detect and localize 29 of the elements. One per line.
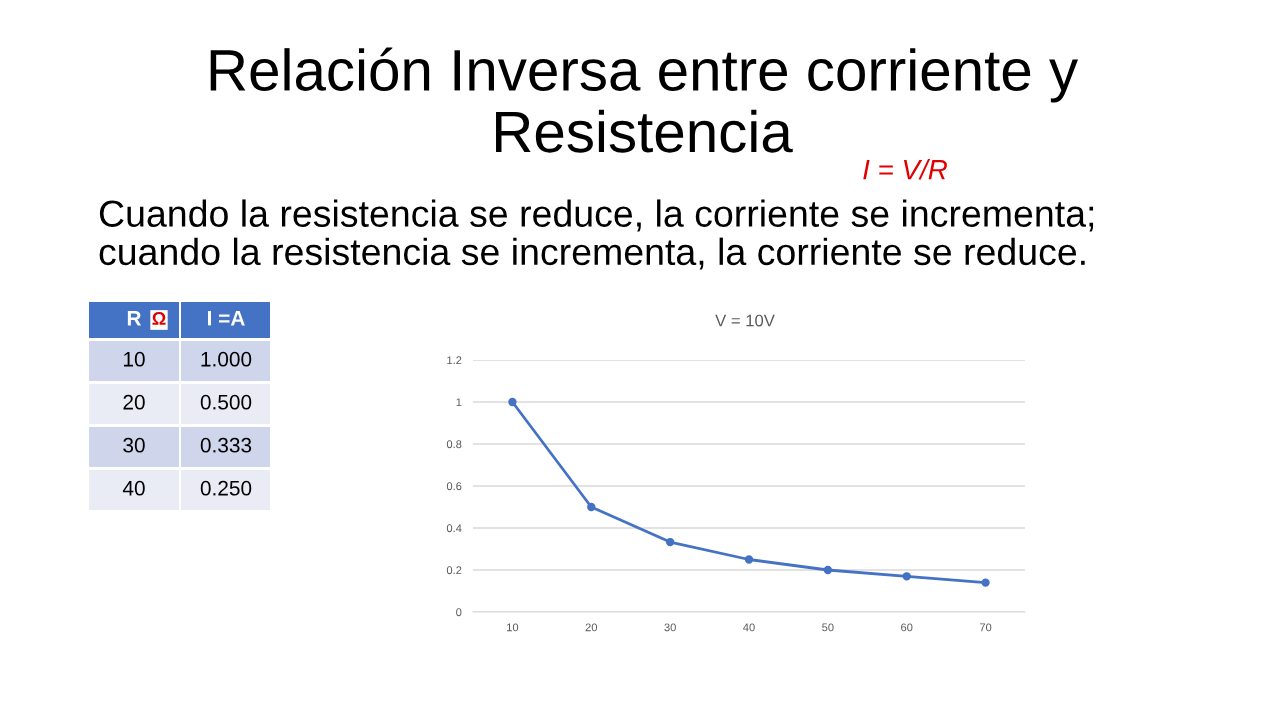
category-label: 10: [124, 351, 145, 367]
y-tick-label: 1: [456, 398, 462, 407]
text: 0.250: [200, 480, 252, 496]
text: I =A: [208, 311, 245, 326]
y-tick-label: 1.2: [447, 356, 462, 365]
y-tick-label: 0.6: [446, 482, 462, 491]
x-tick-label: 40: [743, 623, 755, 632]
x-tick-label: 20: [585, 623, 598, 632]
category-label: 30: [123, 437, 145, 453]
text: V = 10V: [715, 314, 775, 327]
chart-subtitle: Cuando la resistencia se reduce, la corriente se incrementa; cuando la resistencia se incrementa, la corriente se reduce.: [99, 199, 1094, 270]
x-tick-label: 10: [507, 623, 519, 632]
text: Ω: [152, 312, 166, 325]
text: 0.500: [200, 394, 252, 410]
text: 0.333: [200, 437, 252, 453]
y-tick-label: 0.4: [446, 524, 462, 533]
x-tick-label: 50: [822, 623, 834, 632]
chart-title: Relación Inversa entre corriente y Resistencia: [210, 47, 1079, 153]
x-tick-label: 70: [979, 623, 992, 632]
x-tick-label: 60: [901, 623, 913, 632]
text: 1.000: [201, 351, 252, 367]
text: I = V/R: [863, 159, 947, 180]
category-label: 20: [123, 394, 145, 410]
x-tick-label: 30: [664, 623, 676, 632]
category-label: 40: [122, 480, 145, 496]
text: R: [127, 311, 142, 326]
y-tick-label: 0: [456, 608, 462, 617]
y-tick-label: 0.2: [446, 566, 462, 575]
y-tick-label: 0.8: [446, 440, 462, 449]
